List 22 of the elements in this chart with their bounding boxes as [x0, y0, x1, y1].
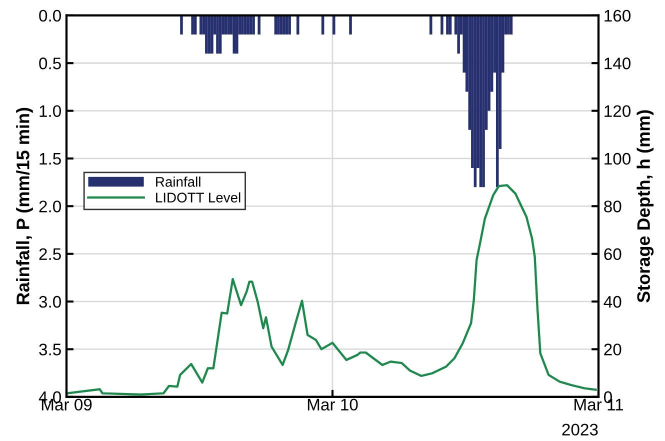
y2-tick-label: 120: [604, 105, 631, 118]
legend-label: LIDOTT Level: [156, 192, 240, 202]
y-tick-label: 3.0: [39, 296, 61, 308]
y2-tick-label: 160: [604, 10, 631, 22]
y2-tick-label: 20: [604, 344, 622, 356]
y-tick-label: 2.0: [39, 200, 61, 212]
y-tick-label: 2.5: [39, 248, 61, 260]
y-tick-label: 0.5: [39, 58, 61, 70]
y-tick-label: 3.5: [39, 344, 61, 356]
y2-tick-label: 140: [604, 58, 631, 70]
text: 2023: [562, 424, 598, 436]
y-tick-label: 1.5: [40, 153, 61, 165]
y-tick-label: 1.0: [40, 105, 61, 118]
y-tick-label: 0.0: [39, 10, 61, 22]
y2-axis-title: Storage Depth, h (mm): [636, 110, 654, 302]
y2-tick-label: 100: [604, 152, 631, 165]
y2-tick-label: 40: [604, 296, 622, 308]
legend-label: Rainfall: [156, 176, 200, 187]
y2-tick-label: 60: [604, 248, 622, 260]
y-axis-title: Rainfall, P (mm/15 min): [16, 108, 33, 304]
x-tick-label: Mar 10: [308, 398, 358, 411]
y2-tick-label: 80: [604, 200, 622, 212]
